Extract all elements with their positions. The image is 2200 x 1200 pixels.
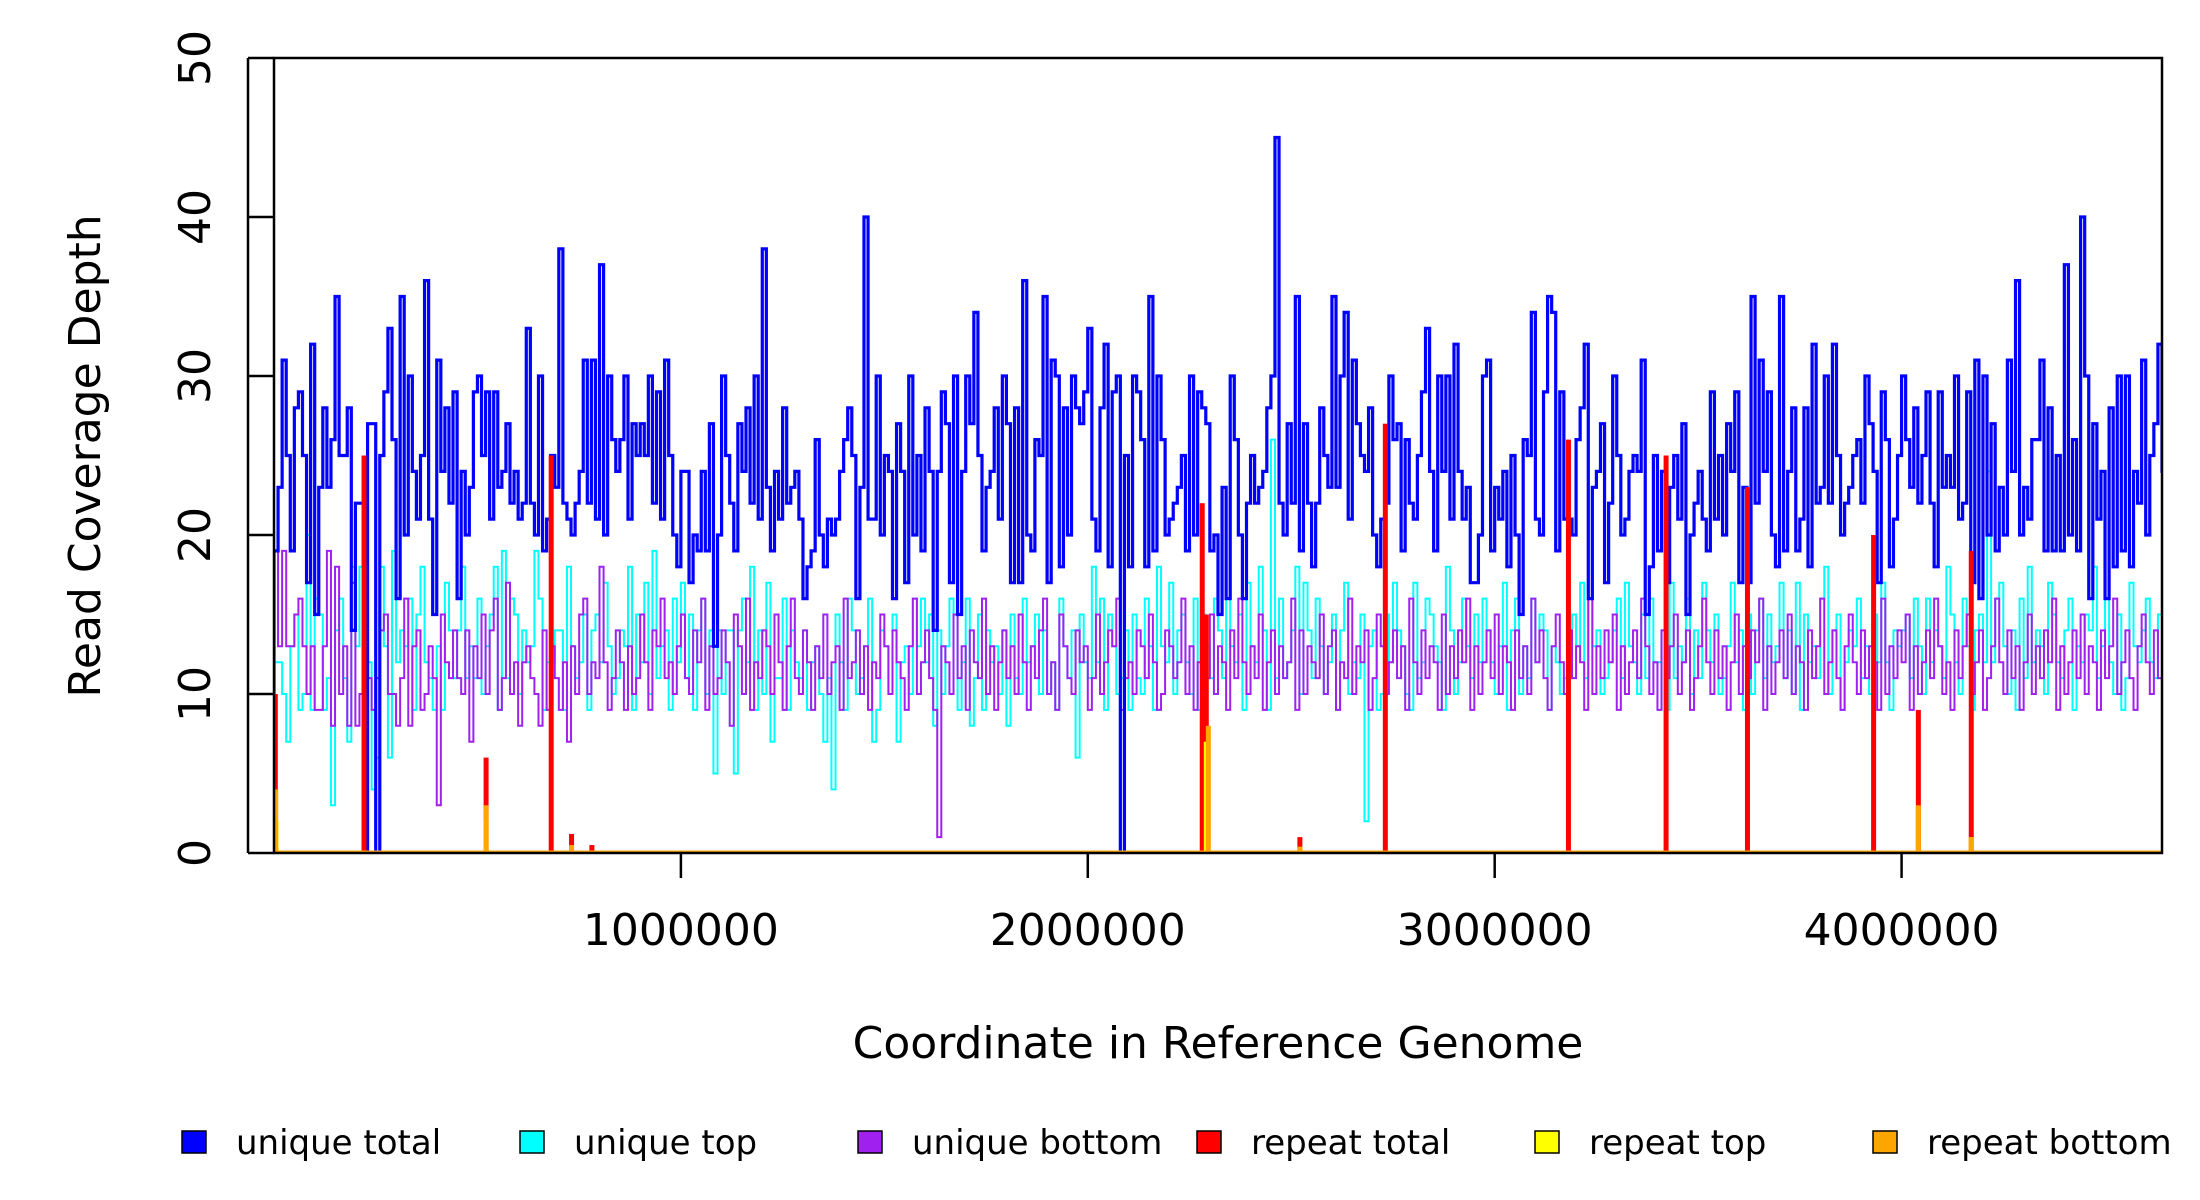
series-unique-bottom xyxy=(274,549,2162,853)
repeat-spike xyxy=(569,833,575,853)
repeat-spike xyxy=(1297,846,1303,853)
legend-swatch xyxy=(181,1130,207,1154)
y-tick-label: 50 xyxy=(170,30,221,86)
y-tick-label: 20 xyxy=(170,507,221,563)
repeat-spike xyxy=(1915,805,1921,853)
plot-frame xyxy=(272,56,2164,855)
series-unique-total xyxy=(274,135,2162,853)
repeat-spike xyxy=(1199,503,1205,853)
legend-swatch xyxy=(1872,1130,1898,1154)
legend-label: unique bottom xyxy=(912,1123,1162,1163)
repeat-spike xyxy=(1205,725,1211,853)
x-axis-title: Coordinate in Reference Genome xyxy=(853,1018,1584,1069)
y-axis: 0 10 20 30 40 50 xyxy=(170,30,274,867)
legend-swatch xyxy=(519,1130,545,1154)
legend-swatch xyxy=(1196,1130,1222,1154)
repeat-spike xyxy=(1663,455,1669,853)
repeat-spike xyxy=(569,845,575,853)
x-tick-label: 2000000 xyxy=(990,905,1186,956)
x-tick-label: 1000000 xyxy=(583,905,779,956)
legend-swatch xyxy=(1534,1130,1560,1154)
legend-label: repeat bottom xyxy=(1927,1123,2172,1163)
repeat-spike xyxy=(1915,709,1921,853)
repeat-spike xyxy=(274,789,279,853)
repeat-spike xyxy=(1565,439,1571,853)
series-repeat-bottom xyxy=(274,725,2162,853)
legend-label: unique total xyxy=(236,1123,441,1163)
repeat-spike xyxy=(1297,837,1303,853)
repeat-spike xyxy=(548,455,554,853)
series-repeat-total xyxy=(274,423,1974,853)
y-tick-label: 10 xyxy=(170,666,221,722)
x-axis: 1000000 2000000 3000000 4000000 xyxy=(583,853,2000,956)
repeat-spike xyxy=(483,805,489,853)
repeat-spike xyxy=(589,845,595,853)
y-tick-label: 30 xyxy=(170,348,221,404)
legend-label: unique top xyxy=(574,1123,757,1163)
repeat-spike xyxy=(1871,535,1877,853)
y-tick-label: 40 xyxy=(170,189,221,245)
y-axis-title: Read Coverage Depth xyxy=(60,214,111,697)
legend: unique total unique top unique bottom repea… xyxy=(181,1123,2172,1163)
x-tick-label: 3000000 xyxy=(1397,905,1593,956)
repeat-spike xyxy=(274,694,278,853)
repeat-spike xyxy=(1382,423,1388,853)
repeat-spike xyxy=(1968,550,1974,853)
repeat-spike xyxy=(1744,487,1750,853)
legend-label: repeat top xyxy=(1589,1123,1766,1163)
y-tick-label: 0 xyxy=(170,839,221,867)
legend-label: repeat total xyxy=(1251,1123,1450,1163)
series-layer xyxy=(274,135,2162,853)
x-tick-label: 4000000 xyxy=(1804,905,2000,956)
repeat-spike xyxy=(1968,837,1974,853)
repeat-spike xyxy=(361,455,367,853)
legend-swatch xyxy=(857,1130,883,1154)
